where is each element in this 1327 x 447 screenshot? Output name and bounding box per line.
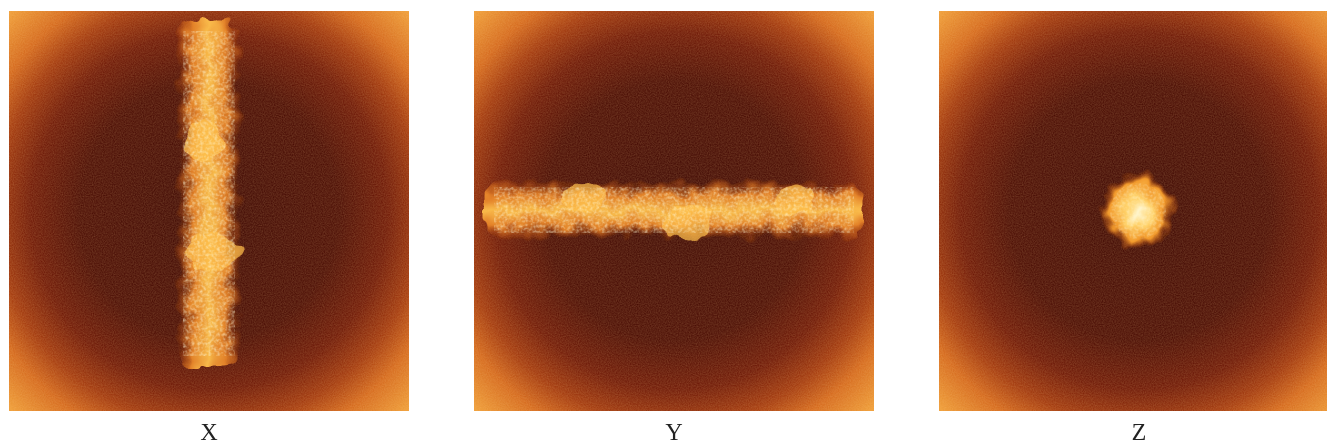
- fluorescence-image-z: [939, 11, 1327, 411]
- panel-label-z: Z: [1131, 420, 1147, 446]
- panel-label-x: X: [200, 420, 218, 446]
- panel-label-y: Y: [665, 420, 683, 446]
- image-panel-z: [939, 11, 1327, 411]
- fluorescence-image-y: [474, 11, 874, 411]
- image-panel-y: [474, 11, 874, 411]
- fluorescence-image-x: [9, 11, 409, 411]
- image-panel-x: [9, 11, 409, 411]
